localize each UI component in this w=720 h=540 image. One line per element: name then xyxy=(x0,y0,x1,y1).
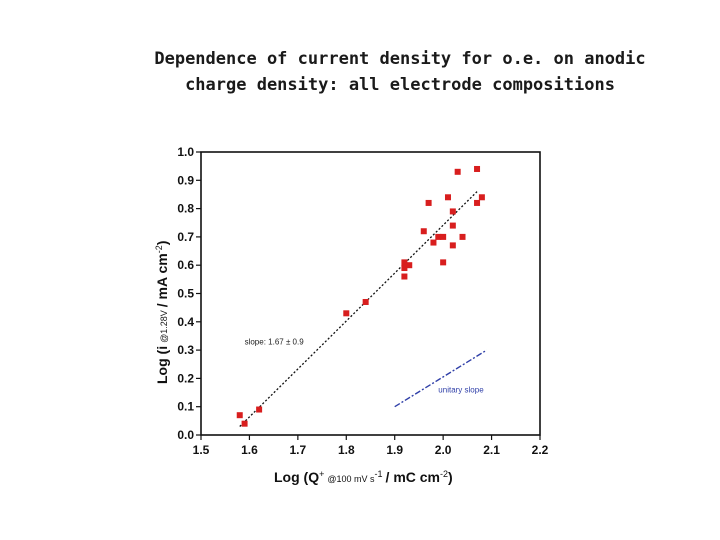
x-tick-label: 1.7 xyxy=(290,443,307,457)
unitary-slope-label: unitary slope xyxy=(438,386,484,395)
x-tick-label: 1.5 xyxy=(193,443,210,457)
data-point xyxy=(478,194,485,201)
plot-frame xyxy=(200,151,541,436)
y-tick-label: 0.3 xyxy=(177,343,194,357)
x-tick-label: 2.2 xyxy=(532,443,549,457)
data-point xyxy=(449,242,456,249)
data-point xyxy=(440,233,447,240)
y-tick-label: 0.6 xyxy=(177,258,194,272)
data-point xyxy=(430,239,437,246)
y-tick-label: 1.0 xyxy=(177,145,194,159)
data-point xyxy=(449,222,456,229)
y-tick-label: 0.1 xyxy=(177,400,194,414)
data-point xyxy=(401,273,408,280)
data-point xyxy=(440,259,447,266)
x-tick-label: 1.9 xyxy=(386,443,403,457)
unitary-slope-line xyxy=(394,349,488,408)
data-point xyxy=(425,199,432,206)
data-point xyxy=(459,233,466,240)
slide-title-line1: Dependence of current density for o.e. o… xyxy=(154,49,646,69)
data-point xyxy=(343,310,350,317)
y-axis-label: Log (i@1.28V/ mA cm-2) xyxy=(154,241,170,384)
data-point xyxy=(236,412,243,419)
x-axis-label: Log (Q+ @100 mV s-1/ mC cm-2) xyxy=(274,469,453,485)
fit-slope-label: slope: 1.67 ± 0.9 xyxy=(245,337,305,346)
x-tick-label: 1.6 xyxy=(241,443,258,457)
data-point xyxy=(435,233,442,240)
data-point xyxy=(241,420,248,427)
data-point xyxy=(401,265,408,272)
slide-title: Dependence of current density for o.e. o… xyxy=(0,46,720,98)
slide-title-line2: charge density: all electrode compositio… xyxy=(185,75,615,95)
data-point xyxy=(474,199,481,206)
y-tick-label: 0.9 xyxy=(177,173,194,187)
y-tick-label: 0.2 xyxy=(177,371,194,385)
x-tick-label: 2.1 xyxy=(483,443,500,457)
data-point xyxy=(420,228,427,235)
x-tick-label: 1.8 xyxy=(338,443,355,457)
y-tick-label: 0.7 xyxy=(177,230,194,244)
y-tick-label: 0.0 xyxy=(177,428,194,442)
y-tick-label: 0.5 xyxy=(177,287,194,301)
data-point xyxy=(449,208,456,215)
data-point xyxy=(454,168,461,175)
y-tick-label: 0.4 xyxy=(177,315,194,329)
x-tick-label: 2.0 xyxy=(435,443,452,457)
data-point xyxy=(362,298,369,305)
data-point xyxy=(474,165,481,172)
data-point xyxy=(401,259,408,266)
y-tick-label: 0.8 xyxy=(177,202,194,216)
data-point xyxy=(444,194,451,201)
data-point xyxy=(256,406,263,413)
data-point xyxy=(406,262,413,269)
